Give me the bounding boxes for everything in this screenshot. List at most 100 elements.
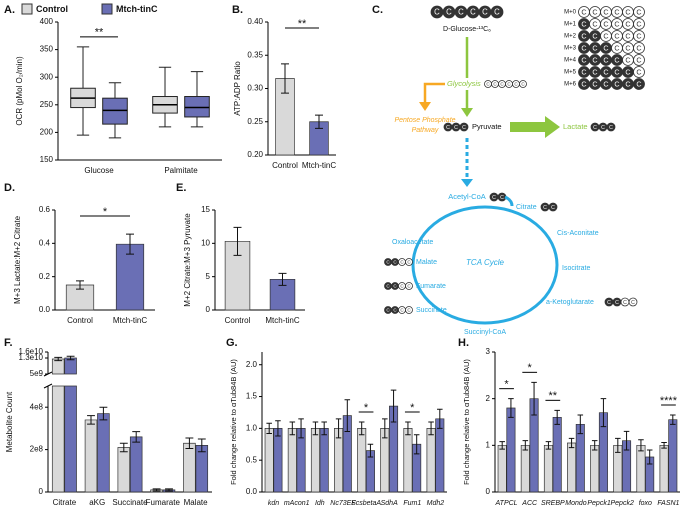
carbon-symbol: C [458,8,464,17]
x-tick-label: Control [272,161,298,170]
bar [659,444,669,493]
x-tick-label: ScsbetaA [351,500,381,507]
carbon-symbol: C [625,68,630,76]
error-bar [499,441,505,450]
carbon-symbol: C [407,260,411,265]
legend-swatch [21,3,33,15]
carbon-symbol: C [603,44,608,52]
bar [334,428,344,493]
carbon-symbol: C [625,8,630,16]
carbon-symbol: C [636,44,641,52]
bar [64,357,77,493]
bar [529,398,539,493]
carbon-symbol: C [614,8,619,16]
y-tick-label: 0.6 [39,205,51,214]
carbon-symbol: C [551,205,555,211]
y-tick-label: 1.5 [246,392,258,401]
carbon-symbol: C [492,195,496,201]
error-bar [185,437,194,450]
bar [575,423,585,493]
carbon-symbol: C [446,125,450,131]
y-tick-label: 3 [486,347,491,356]
y-tick-label: 150 [40,155,54,164]
carbon-symbol: C [386,260,390,265]
carbon-symbol: C [393,260,397,265]
y-tick-label: 15 [201,205,210,214]
x-tick-label: Palmitate [164,166,198,175]
bar [287,428,297,493]
metabolite-label: Fumarate [416,283,446,290]
error-bar [119,442,128,453]
panel-label: C. [372,4,383,16]
bar [435,418,445,493]
carbon-atom [633,78,645,90]
panel-label: G. [226,337,238,349]
carbon-symbol: C [636,68,641,76]
error-bar [266,422,272,434]
carbon-symbol: C [386,308,390,313]
error-bar [233,226,242,256]
ppp-label: Pentose Phosphate [394,117,455,124]
y-tick-label: 4e8 [30,402,44,411]
y-tick-label: 0.30 [247,84,263,93]
carbon-atom [633,30,645,42]
error-bar [335,418,342,439]
carbon-symbol: C [507,82,511,87]
error-bar [76,280,84,290]
x-tick-label: Control [67,316,93,325]
bar [636,444,646,493]
lactate-label: Lactate [563,122,588,131]
arrow-head [461,179,473,187]
carbon-symbol: C [615,300,619,306]
carbon-symbol: C [543,205,547,211]
carbon-symbol: C [603,80,608,88]
error-bar [591,440,598,451]
bar [552,416,562,493]
carbon-symbol: C [614,80,619,88]
x-tick-label: Pepck2 [611,500,634,507]
error-bar [661,442,667,449]
arrow-head [461,108,473,117]
isotopologue-label: M+1 [564,22,577,28]
tca-label: TCA Cycle [466,258,504,267]
carbon-symbol: C [625,80,630,88]
bar [224,240,251,311]
y-tick-label: 2.0 [246,360,258,369]
y-tick-label: 5 [206,272,211,281]
y-tick-label: 5e9 [30,369,44,378]
legend-swatch [101,3,113,15]
error-bar [165,488,173,492]
carbon-symbol: C [462,125,466,131]
error-bar [554,409,560,425]
bar [590,444,600,493]
carbon-symbol: C [494,8,500,17]
y-tick-label: 0 [206,305,211,314]
x-tick-label: Fumarate [146,498,181,507]
box [102,97,128,125]
y-axis-label: M+3 Lactate:M+2 Citrate [13,215,22,304]
error-bar [577,414,584,435]
error-bar [278,272,287,286]
carbon-symbol: C [482,8,488,17]
y-tick-label: 2 [486,394,491,403]
bar [520,444,530,493]
carbon-atom [405,282,413,290]
x-tick-label: SdhA [381,500,398,507]
isotopologue-label: M+4 [564,58,577,64]
error-bar [405,421,411,436]
x-tick-label: Idh [315,500,325,507]
x-tick-label: foxo [639,500,652,507]
error-bar [298,418,304,439]
carbon-symbol: C [581,44,586,52]
y-axis-label: M+2 Citrate:M+3 Pyruvate [183,213,192,307]
carbon-symbol: C [625,44,630,52]
error-bar [638,439,644,452]
error-bar [508,398,514,418]
bar [309,121,329,156]
metabolite-label: Citrate [516,204,537,211]
bar [264,428,274,493]
legend-label: Control [36,4,68,14]
bar [319,428,329,493]
carbon-symbol: C [603,32,608,40]
pyruvate-label: Pyruvate [472,122,502,131]
